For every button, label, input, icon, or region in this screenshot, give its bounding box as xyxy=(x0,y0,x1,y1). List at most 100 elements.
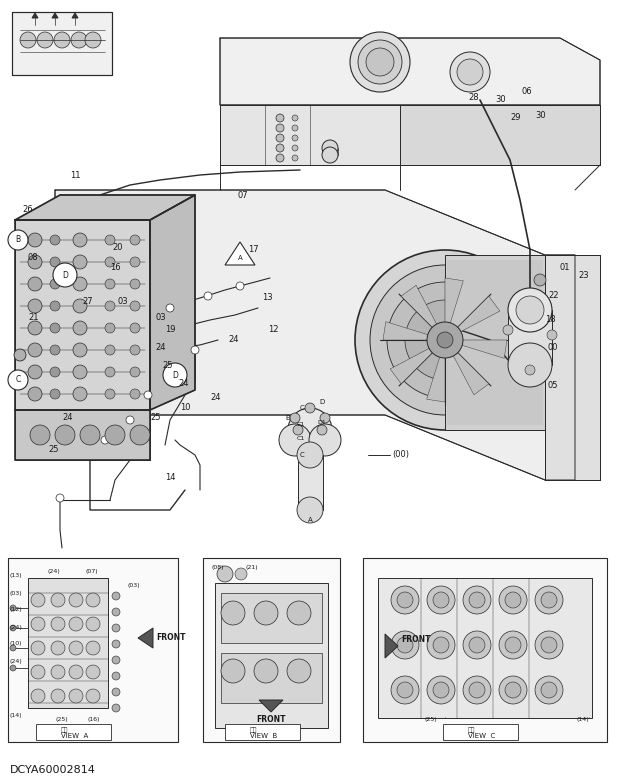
Circle shape xyxy=(69,641,83,655)
Circle shape xyxy=(105,235,115,245)
Text: (21): (21) xyxy=(245,565,258,571)
Circle shape xyxy=(50,301,60,311)
Circle shape xyxy=(469,637,485,653)
Bar xyxy=(378,578,592,718)
Bar xyxy=(508,310,552,365)
Polygon shape xyxy=(225,242,255,265)
Circle shape xyxy=(28,343,42,357)
Polygon shape xyxy=(220,38,600,105)
Polygon shape xyxy=(458,296,500,332)
Text: 24: 24 xyxy=(178,378,188,388)
Circle shape xyxy=(450,52,490,92)
Circle shape xyxy=(31,617,45,631)
Circle shape xyxy=(73,321,87,335)
Circle shape xyxy=(50,367,60,377)
Circle shape xyxy=(166,304,174,312)
Circle shape xyxy=(305,403,315,413)
Circle shape xyxy=(105,389,115,399)
Text: (24): (24) xyxy=(10,625,23,630)
Circle shape xyxy=(287,601,311,625)
Polygon shape xyxy=(445,278,463,323)
Circle shape xyxy=(317,425,327,435)
Circle shape xyxy=(30,425,50,445)
Circle shape xyxy=(221,601,245,625)
Circle shape xyxy=(292,155,298,161)
Circle shape xyxy=(541,592,557,608)
Text: 21: 21 xyxy=(28,314,38,322)
Circle shape xyxy=(499,676,527,704)
Circle shape xyxy=(535,676,563,704)
Circle shape xyxy=(28,321,42,335)
Polygon shape xyxy=(400,105,600,165)
Text: C: C xyxy=(16,375,20,385)
Circle shape xyxy=(505,682,521,698)
Circle shape xyxy=(535,586,563,614)
Circle shape xyxy=(217,566,233,582)
Circle shape xyxy=(236,282,244,290)
Circle shape xyxy=(73,387,87,401)
Polygon shape xyxy=(138,628,153,648)
Circle shape xyxy=(105,425,125,445)
Text: (25): (25) xyxy=(425,718,437,723)
Polygon shape xyxy=(383,321,428,340)
Circle shape xyxy=(463,586,491,614)
Polygon shape xyxy=(427,357,445,402)
Text: 27: 27 xyxy=(82,297,92,307)
Circle shape xyxy=(405,300,485,380)
Text: 25: 25 xyxy=(150,414,161,422)
Circle shape xyxy=(37,32,53,48)
Circle shape xyxy=(534,314,546,326)
Text: 24: 24 xyxy=(62,414,73,422)
Text: (13): (13) xyxy=(10,573,22,579)
Circle shape xyxy=(541,682,557,698)
Circle shape xyxy=(51,689,65,703)
Circle shape xyxy=(105,323,115,333)
Text: D: D xyxy=(319,399,325,405)
Circle shape xyxy=(276,144,284,152)
Circle shape xyxy=(105,279,115,289)
Text: (25): (25) xyxy=(56,718,69,723)
Text: 23: 23 xyxy=(578,271,588,279)
Bar xyxy=(8,558,178,742)
Circle shape xyxy=(50,345,60,355)
Text: 03: 03 xyxy=(118,297,128,307)
Circle shape xyxy=(130,279,140,289)
Circle shape xyxy=(279,424,311,456)
Circle shape xyxy=(322,147,338,163)
Bar xyxy=(221,593,322,643)
Text: B: B xyxy=(16,235,20,245)
Text: (10): (10) xyxy=(10,641,22,647)
Bar xyxy=(363,558,607,742)
Circle shape xyxy=(112,688,120,696)
Polygon shape xyxy=(150,195,195,410)
Circle shape xyxy=(433,592,449,608)
Circle shape xyxy=(126,416,134,424)
Circle shape xyxy=(112,656,120,664)
Circle shape xyxy=(112,592,120,600)
Text: 20: 20 xyxy=(112,243,123,253)
Circle shape xyxy=(69,689,83,703)
Circle shape xyxy=(86,689,100,703)
Text: VIEW  B: VIEW B xyxy=(250,733,277,739)
Text: 30: 30 xyxy=(535,110,546,120)
Text: (03): (03) xyxy=(128,583,141,589)
Circle shape xyxy=(397,637,413,653)
Circle shape xyxy=(427,586,455,614)
Circle shape xyxy=(235,568,247,580)
Circle shape xyxy=(254,601,278,625)
Circle shape xyxy=(391,631,419,659)
Text: (14): (14) xyxy=(10,712,22,718)
Circle shape xyxy=(80,425,100,445)
Circle shape xyxy=(292,115,298,121)
Circle shape xyxy=(28,365,42,379)
Text: 12: 12 xyxy=(268,325,278,335)
Circle shape xyxy=(499,586,527,614)
Circle shape xyxy=(51,593,65,607)
Text: 矢視: 矢視 xyxy=(250,727,257,733)
Polygon shape xyxy=(385,634,398,658)
Circle shape xyxy=(433,682,449,698)
Circle shape xyxy=(10,605,16,611)
Circle shape xyxy=(112,640,120,648)
Circle shape xyxy=(73,277,87,291)
Polygon shape xyxy=(15,410,150,460)
